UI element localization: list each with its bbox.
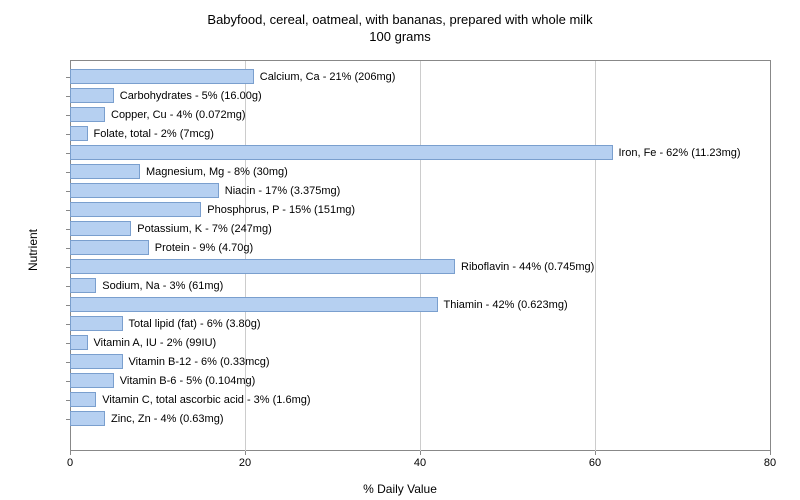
y-tick (66, 229, 70, 230)
bar-row: Iron, Fe - 62% (11.23mg) (70, 143, 770, 162)
bar-row: Potassium, K - 7% (247mg) (70, 219, 770, 238)
bar (70, 259, 455, 274)
bar (70, 183, 219, 198)
bar-label: Potassium, K - 7% (247mg) (137, 223, 272, 235)
y-axis-label: Nutrient (26, 229, 40, 271)
y-tick (66, 419, 70, 420)
x-axis-label: % Daily Value (363, 482, 437, 496)
y-tick (66, 267, 70, 268)
bar-label: Carbohydrates - 5% (16.00g) (120, 90, 262, 102)
bar (70, 69, 254, 84)
bar-row: Vitamin B-6 - 5% (0.104mg) (70, 371, 770, 390)
bar-row: Copper, Cu - 4% (0.072mg) (70, 105, 770, 124)
y-tick (66, 286, 70, 287)
bar-label: Calcium, Ca - 21% (206mg) (260, 71, 396, 83)
bar-row: Vitamin B-12 - 6% (0.33mcg) (70, 352, 770, 371)
y-tick (66, 96, 70, 97)
bar (70, 221, 131, 236)
bar (70, 297, 438, 312)
bar-row: Vitamin A, IU - 2% (99IU) (70, 333, 770, 352)
x-tick-label: 20 (239, 457, 251, 469)
bar-row: Thiamin - 42% (0.623mg) (70, 295, 770, 314)
bar (70, 392, 96, 407)
bars-group: Calcium, Ca - 21% (206mg) Carbohydrates -… (70, 67, 770, 431)
bar (70, 278, 96, 293)
bar (70, 126, 88, 141)
y-tick (66, 115, 70, 116)
bar (70, 240, 149, 255)
bar-label: Vitamin C, total ascorbic acid - 3% (1.6… (102, 394, 310, 406)
bar (70, 316, 123, 331)
chart-container: Babyfood, cereal, oatmeal, with bananas,… (0, 0, 800, 500)
bar-row: Protein - 9% (4.70g) (70, 238, 770, 257)
bar (70, 88, 114, 103)
y-tick (66, 362, 70, 363)
bar-row: Riboflavin - 44% (0.745mg) (70, 257, 770, 276)
bar-label: Vitamin B-6 - 5% (0.104mg) (120, 375, 256, 387)
y-tick (66, 210, 70, 211)
bar-row: Zinc, Zn - 4% (0.63mg) (70, 409, 770, 428)
x-tick (420, 451, 421, 455)
y-tick (66, 153, 70, 154)
bar (70, 373, 114, 388)
bar-row: Vitamin C, total ascorbic acid - 3% (1.6… (70, 390, 770, 409)
y-tick (66, 343, 70, 344)
y-tick (66, 191, 70, 192)
x-tick-label: 60 (589, 457, 601, 469)
bar-label: Protein - 9% (4.70g) (155, 242, 253, 254)
x-tick-label: 40 (414, 457, 426, 469)
bar-row: Folate, total - 2% (7mcg) (70, 124, 770, 143)
bar-label: Vitamin A, IU - 2% (99IU) (94, 337, 217, 349)
bar-row: Phosphorus, P - 15% (151mg) (70, 200, 770, 219)
bar-label: Folate, total - 2% (7mcg) (94, 128, 214, 140)
bar (70, 411, 105, 426)
bar-row: Magnesium, Mg - 8% (30mg) (70, 162, 770, 181)
x-tick (595, 451, 596, 455)
plot-area: 020406080 Calcium, Ca - 21% (206mg)Carbo… (70, 60, 771, 451)
title-line-1: Babyfood, cereal, oatmeal, with bananas,… (207, 12, 592, 27)
bar-row: Calcium, Ca - 21% (206mg) (70, 67, 770, 86)
title-line-2: 100 grams (369, 29, 430, 44)
bar-label: Total lipid (fat) - 6% (3.80g) (129, 318, 261, 330)
y-tick (66, 381, 70, 382)
y-tick (66, 172, 70, 173)
bar (70, 145, 613, 160)
x-tick-label: 0 (67, 457, 73, 469)
y-tick (66, 134, 70, 135)
x-tick (770, 451, 771, 455)
bar-label: Iron, Fe - 62% (11.23mg) (619, 147, 741, 159)
y-tick (66, 400, 70, 401)
bar-row: Carbohydrates - 5% (16.00g) (70, 86, 770, 105)
bar-label: Zinc, Zn - 4% (0.63mg) (111, 413, 223, 425)
bar (70, 164, 140, 179)
bar-label: Magnesium, Mg - 8% (30mg) (146, 166, 288, 178)
x-tick (70, 451, 71, 455)
y-tick (66, 248, 70, 249)
bar-label: Phosphorus, P - 15% (151mg) (207, 204, 355, 216)
bar-row: Total lipid (fat) - 6% (3.80g) (70, 314, 770, 333)
bar-label: Vitamin B-12 - 6% (0.33mcg) (129, 356, 270, 368)
bar-label: Niacin - 17% (3.375mg) (225, 185, 341, 197)
x-tick (245, 451, 246, 455)
bar-label: Sodium, Na - 3% (61mg) (102, 280, 223, 292)
bar (70, 354, 123, 369)
bar-row: Sodium, Na - 3% (61mg) (70, 276, 770, 295)
bar-label: Riboflavin - 44% (0.745mg) (461, 261, 594, 273)
bar (70, 335, 88, 350)
y-tick (66, 77, 70, 78)
y-tick (66, 305, 70, 306)
chart-title: Babyfood, cereal, oatmeal, with bananas,… (0, 0, 800, 46)
bar-label: Copper, Cu - 4% (0.072mg) (111, 109, 246, 121)
bar (70, 202, 201, 217)
bar-row: Niacin - 17% (3.375mg) (70, 181, 770, 200)
y-tick (66, 324, 70, 325)
bar-label: Thiamin - 42% (0.623mg) (444, 299, 568, 311)
bar (70, 107, 105, 122)
x-tick-label: 80 (764, 457, 776, 469)
